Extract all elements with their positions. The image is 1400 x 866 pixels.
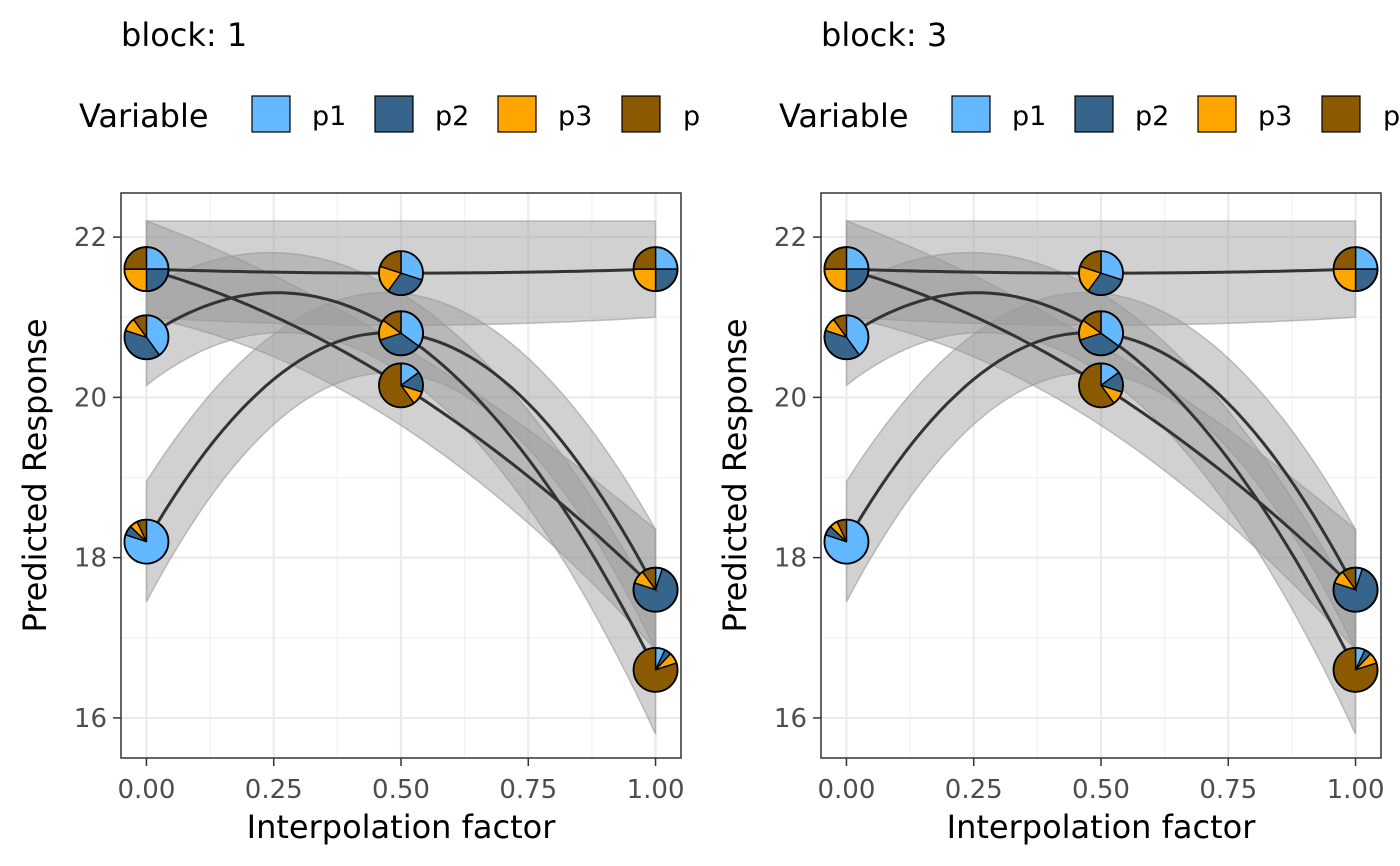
pie-outline [1078,250,1124,297]
legend-label-p3: p3 [1258,101,1292,132]
legend-key-p [1321,95,1361,133]
x-tick-label: 0.25 [945,775,1003,805]
y-tick-label: 22 [774,223,807,253]
y-tick-label: 18 [74,544,107,574]
y-axis-title: Predicted Response [16,318,54,632]
x-tick-label: 1.00 [627,775,685,805]
pie-point [632,646,679,693]
pie-outline [378,310,424,357]
x-tick-label: 0.00 [818,775,876,805]
legend: Variable p1 p2 p3 p [779,95,1400,135]
pie-outline [378,362,424,409]
legend-key-p2 [374,95,414,133]
x-tick-label: 0.75 [1199,775,1257,805]
legend-key-p3 [1197,95,1237,133]
x-tick-label: 0.75 [499,775,557,805]
pie-outline [823,246,870,293]
pie-point [378,250,424,297]
pie-point [123,246,170,293]
pie-outline [632,566,679,613]
pie-point [1078,250,1124,297]
legend-label-p1: p1 [312,101,346,132]
pie-point [378,362,424,409]
pie-point [1332,246,1379,293]
pie-point [823,246,870,293]
x-tick-label: 0.50 [372,775,430,805]
pie-outline [123,314,170,361]
pie-outline [632,246,679,293]
pie-outline [123,518,170,565]
pie-outline [1332,246,1379,293]
legend-key-p3 [497,95,537,133]
legend: Variable p1 p2 p3 p [79,95,700,135]
pie-point [123,518,170,565]
x-tick-label: 1.00 [1327,775,1385,805]
legend-key-p1 [251,95,291,133]
panel-title: block: 3 [821,16,947,54]
panel-2: block: 3 Variable p1 p2 p3 p 16 18 20 22 0.00 0.25 0… [716,16,1400,846]
pie-outline [378,250,424,297]
pie-point [378,310,424,357]
y-tick-label: 20 [774,383,807,413]
pie-outline [632,646,679,693]
pie-point [123,314,170,361]
pie-outline [1332,566,1379,613]
y-axis-title: Predicted Response [716,318,754,632]
pie-outline [1078,310,1124,357]
pie-point [1332,646,1379,693]
pie-outline [1332,646,1379,693]
y-tick-label: 16 [774,704,807,734]
legend-title: Variable [79,97,209,135]
x-axis-title: Interpolation factor [947,808,1257,846]
y-tick-label: 18 [774,544,807,574]
legend-label-p: p [683,101,700,132]
y-tick-label: 22 [74,223,107,253]
pie-point [1078,362,1124,409]
pie-point [1332,566,1379,613]
legend-label-p2: p2 [1135,101,1169,132]
x-tick-label: 0.25 [245,775,303,805]
legend-key-p1 [951,95,991,133]
pie-point [1078,310,1124,357]
pie-point [632,246,679,293]
pie-point [632,566,679,613]
pie-outline [123,246,170,293]
legend-label-p3: p3 [558,101,592,132]
panel-title: block: 1 [121,16,247,54]
pie-outline [1078,362,1124,409]
panel-1: block: 1 Variable p1 p2 p3 p 16 18 20 22 0.00 0.25 0… [16,16,700,846]
x-axis-title: Interpolation factor [247,808,557,846]
legend-label-p2: p2 [435,101,469,132]
pie-point [823,314,870,361]
pie-outline [823,314,870,361]
y-tick-label: 20 [74,383,107,413]
legend-key-p2 [1074,95,1114,133]
legend-key-p [621,95,661,133]
y-tick-label: 16 [74,704,107,734]
x-tick-label: 0.50 [1072,775,1130,805]
legend-label-p1: p1 [1012,101,1046,132]
pie-outline [823,518,870,565]
legend-label-p: p [1383,101,1400,132]
pie-point [823,518,870,565]
legend-title: Variable [779,97,909,135]
x-tick-label: 0.00 [118,775,176,805]
